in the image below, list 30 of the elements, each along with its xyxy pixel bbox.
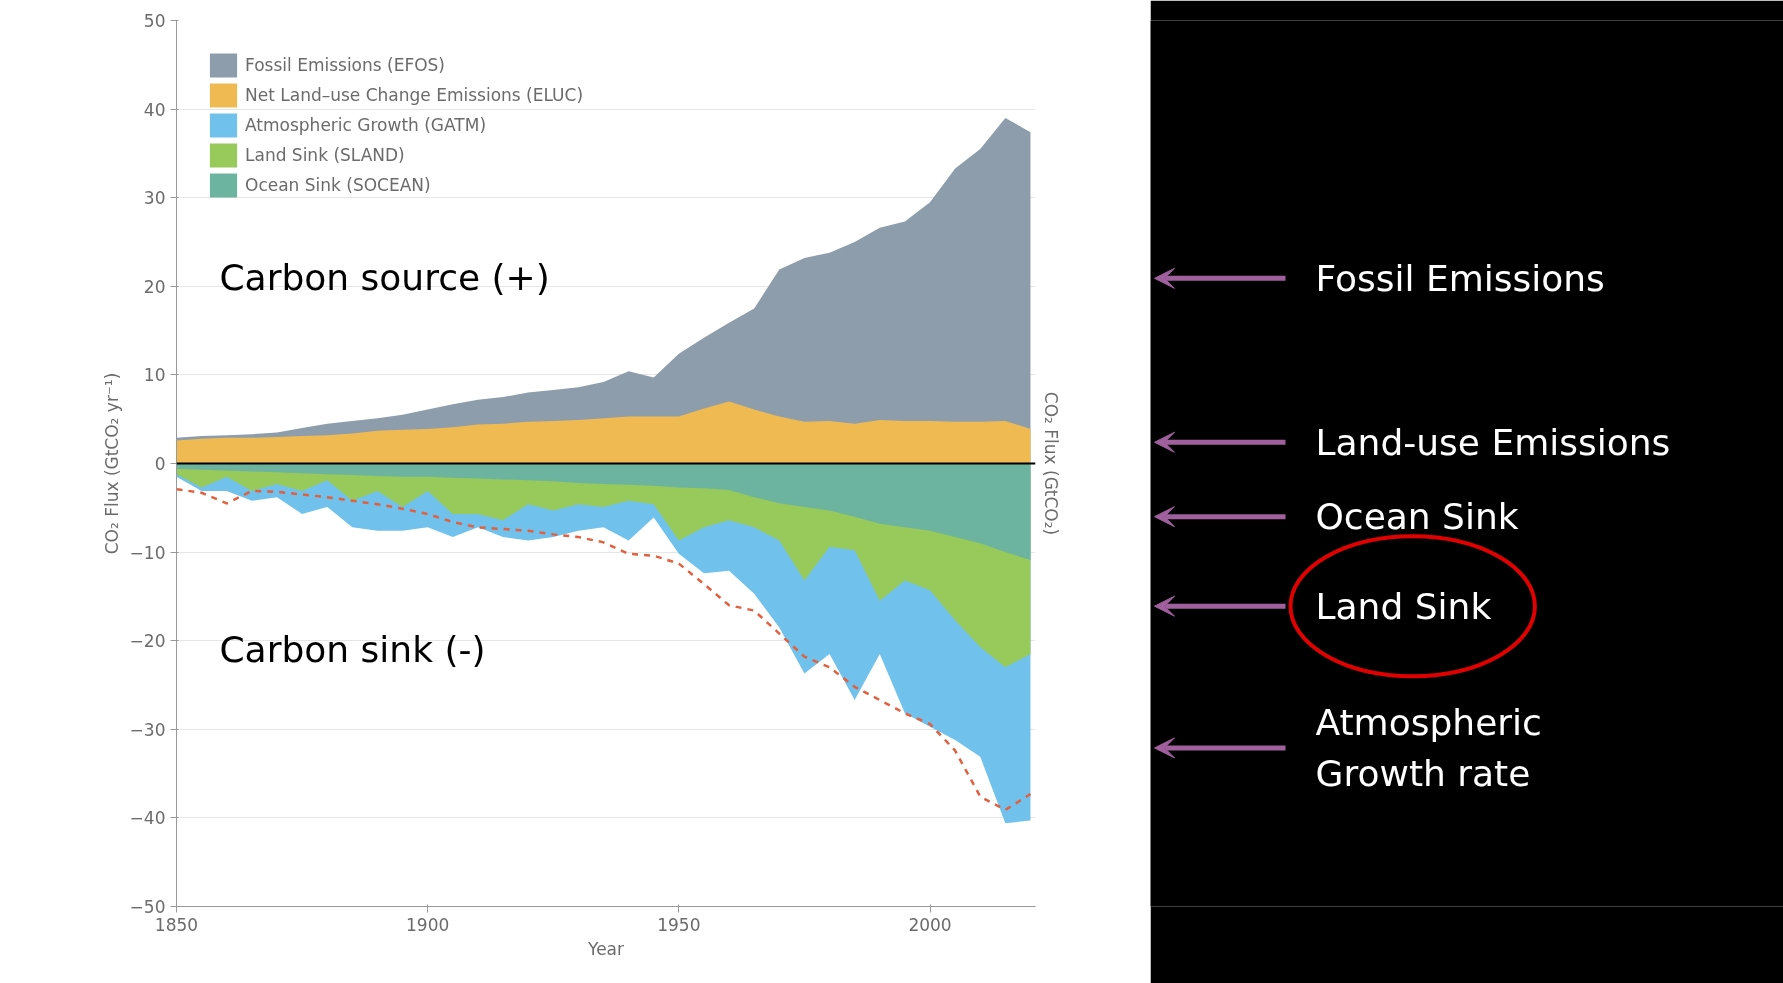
y-tick-label: 30 bbox=[143, 188, 166, 209]
legend-label: Ocean Sink (SOCEAN) bbox=[245, 175, 431, 195]
annotation: Carbon sink (-) bbox=[219, 629, 486, 671]
y-tick-label: −30 bbox=[129, 719, 166, 740]
y2-axis-title: CO₂ Flux (GtCO₂) bbox=[1040, 391, 1061, 536]
text: Land Sink bbox=[1315, 585, 1492, 627]
x-tick-label: 2000 bbox=[908, 914, 952, 935]
text: Atmospheric Growth rate bbox=[1315, 701, 1542, 795]
y-tick-label: −10 bbox=[129, 542, 166, 563]
text: Land-use Emissions bbox=[1315, 421, 1671, 463]
y-axis-title: CO₂ Flux (GtCO₂ yr⁻¹) bbox=[101, 372, 122, 555]
y-tick-label: −20 bbox=[129, 631, 166, 652]
x-tick-label: 1950 bbox=[657, 914, 701, 935]
y-tick-label: −50 bbox=[129, 897, 166, 917]
x-axis-title: Year bbox=[587, 938, 625, 959]
annotation: Carbon source (+) bbox=[219, 256, 550, 298]
x-tick-label: 1850 bbox=[154, 914, 199, 935]
text: Fossil Emissions bbox=[1315, 257, 1605, 299]
y-tick-label: 20 bbox=[143, 276, 166, 297]
y-tick-label: 40 bbox=[143, 99, 166, 120]
text: Ocean Sink bbox=[1315, 496, 1519, 538]
legend-label: Land Sink (SLAND) bbox=[245, 145, 405, 165]
x-tick-label: 1900 bbox=[406, 914, 450, 935]
y-tick-label: 50 bbox=[143, 11, 166, 31]
legend-label: Net Land–use Change Emissions (ELUC) bbox=[245, 85, 584, 105]
y-tick-label: 10 bbox=[143, 365, 166, 386]
legend-label: Fossil Emissions (EFOS) bbox=[245, 55, 445, 75]
y-tick-label: −40 bbox=[129, 808, 166, 829]
y-tick-label: 0 bbox=[154, 454, 166, 474]
legend-label: Atmospheric Growth (GATM) bbox=[245, 115, 487, 135]
